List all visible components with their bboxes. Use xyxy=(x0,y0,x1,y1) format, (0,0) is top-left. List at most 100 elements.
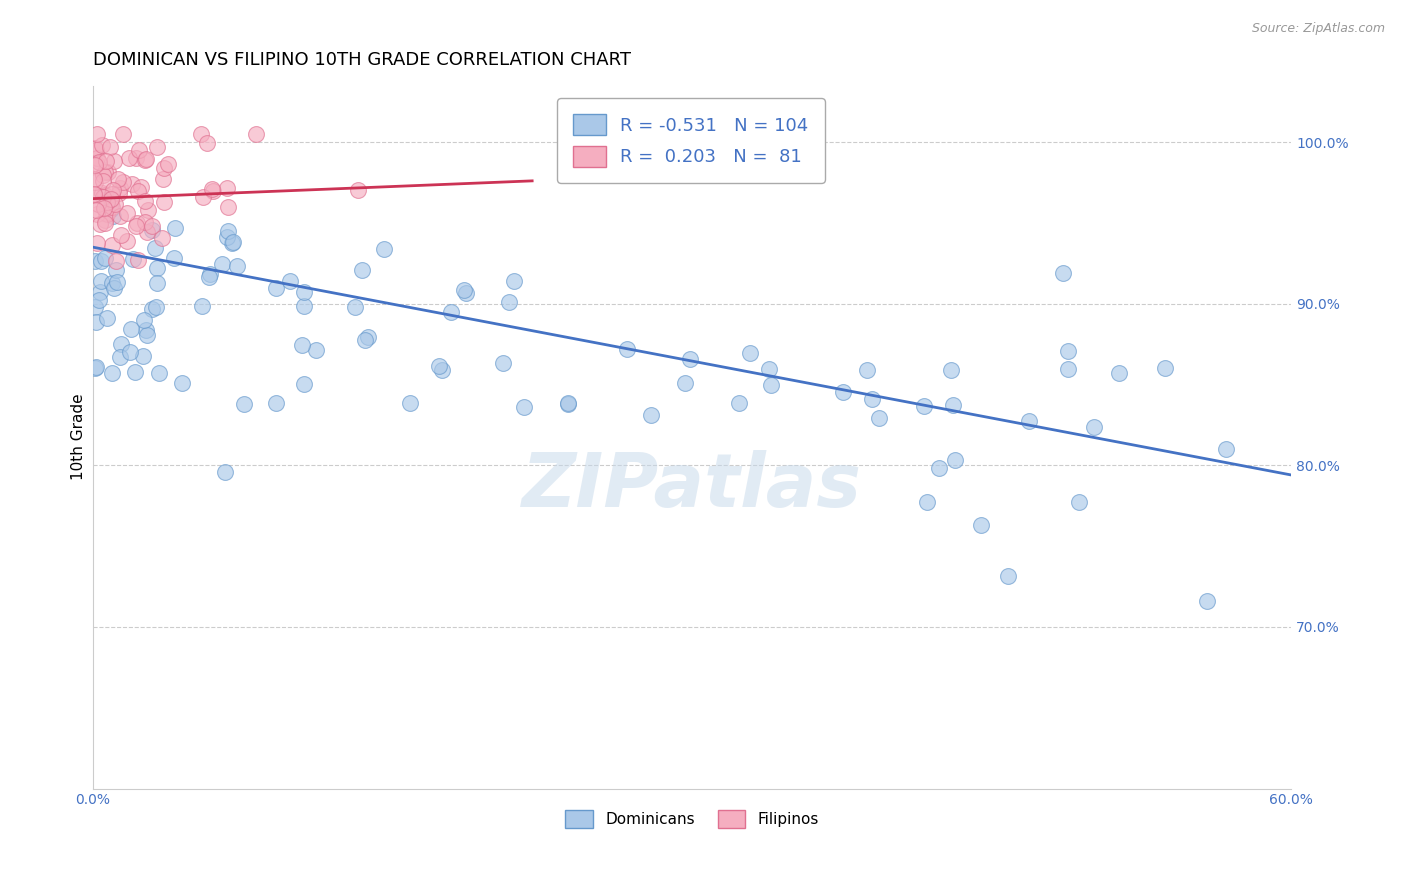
Point xyxy=(939,362,962,376)
Point xyxy=(98,139,121,153)
Point xyxy=(217,200,239,214)
Point xyxy=(134,313,156,327)
Point xyxy=(350,262,373,277)
Point xyxy=(915,494,938,508)
Point xyxy=(512,400,534,414)
Text: ZIPatlas: ZIPatlas xyxy=(522,450,862,523)
Point xyxy=(214,466,236,480)
Point xyxy=(105,275,128,289)
Point xyxy=(202,184,225,198)
Point xyxy=(640,408,662,422)
Point xyxy=(135,152,157,166)
Point xyxy=(100,192,122,206)
Point xyxy=(100,202,122,216)
Point xyxy=(150,231,173,245)
Point xyxy=(141,219,163,233)
Point xyxy=(94,165,117,179)
Point xyxy=(94,251,117,265)
Point xyxy=(89,154,111,169)
Point xyxy=(83,253,105,268)
Point xyxy=(943,453,966,467)
Point xyxy=(758,362,780,376)
Point xyxy=(84,141,107,155)
Point xyxy=(346,183,368,197)
Point xyxy=(928,461,950,475)
Point xyxy=(1108,366,1130,380)
Point xyxy=(217,224,239,238)
Point xyxy=(93,201,115,215)
Point xyxy=(107,172,129,186)
Point xyxy=(170,376,193,390)
Point xyxy=(616,342,638,356)
Point xyxy=(135,323,157,337)
Point xyxy=(125,216,148,230)
Point xyxy=(679,351,702,366)
Point xyxy=(91,186,114,201)
Point xyxy=(997,568,1019,582)
Point xyxy=(860,392,883,406)
Point xyxy=(89,285,111,300)
Point xyxy=(453,283,475,297)
Point xyxy=(118,151,141,165)
Y-axis label: 10th Grade: 10th Grade xyxy=(72,393,86,480)
Point xyxy=(84,203,107,218)
Legend: Dominicans, Filipinos: Dominicans, Filipinos xyxy=(560,804,825,834)
Point xyxy=(86,151,108,165)
Point xyxy=(557,396,579,410)
Point xyxy=(127,253,149,268)
Point xyxy=(90,274,112,288)
Point xyxy=(146,260,169,275)
Point xyxy=(108,209,131,223)
Point xyxy=(121,252,143,266)
Point xyxy=(153,161,176,175)
Point xyxy=(675,376,697,391)
Point xyxy=(128,143,150,157)
Point xyxy=(87,293,110,307)
Point xyxy=(278,274,301,288)
Point xyxy=(855,362,877,376)
Point xyxy=(430,363,453,377)
Point xyxy=(91,168,114,182)
Point xyxy=(94,213,117,227)
Point xyxy=(120,345,142,359)
Point xyxy=(83,187,105,202)
Point xyxy=(108,186,131,201)
Point xyxy=(94,206,117,220)
Point xyxy=(738,346,761,360)
Point xyxy=(264,281,287,295)
Point xyxy=(83,172,105,186)
Point xyxy=(101,184,124,198)
Point xyxy=(141,302,163,317)
Point xyxy=(152,194,174,209)
Point xyxy=(111,175,134,189)
Point xyxy=(1069,494,1091,508)
Point xyxy=(103,154,125,169)
Point xyxy=(94,188,117,202)
Point xyxy=(84,360,107,375)
Point xyxy=(110,228,132,243)
Point xyxy=(145,301,167,315)
Point xyxy=(96,310,118,325)
Point xyxy=(163,252,186,266)
Point xyxy=(115,234,138,248)
Point xyxy=(93,174,115,188)
Point xyxy=(831,384,853,399)
Point xyxy=(1154,360,1177,375)
Point xyxy=(84,158,107,172)
Point xyxy=(136,203,159,218)
Point xyxy=(96,154,118,169)
Point xyxy=(201,182,224,196)
Point xyxy=(191,190,214,204)
Point xyxy=(89,218,111,232)
Point xyxy=(868,411,890,425)
Point xyxy=(101,237,124,252)
Point xyxy=(120,322,142,336)
Point xyxy=(728,396,751,410)
Point xyxy=(195,136,218,150)
Point xyxy=(225,259,247,273)
Point xyxy=(190,127,212,141)
Point xyxy=(217,181,239,195)
Point xyxy=(498,295,520,310)
Point xyxy=(87,197,110,211)
Point xyxy=(91,138,114,153)
